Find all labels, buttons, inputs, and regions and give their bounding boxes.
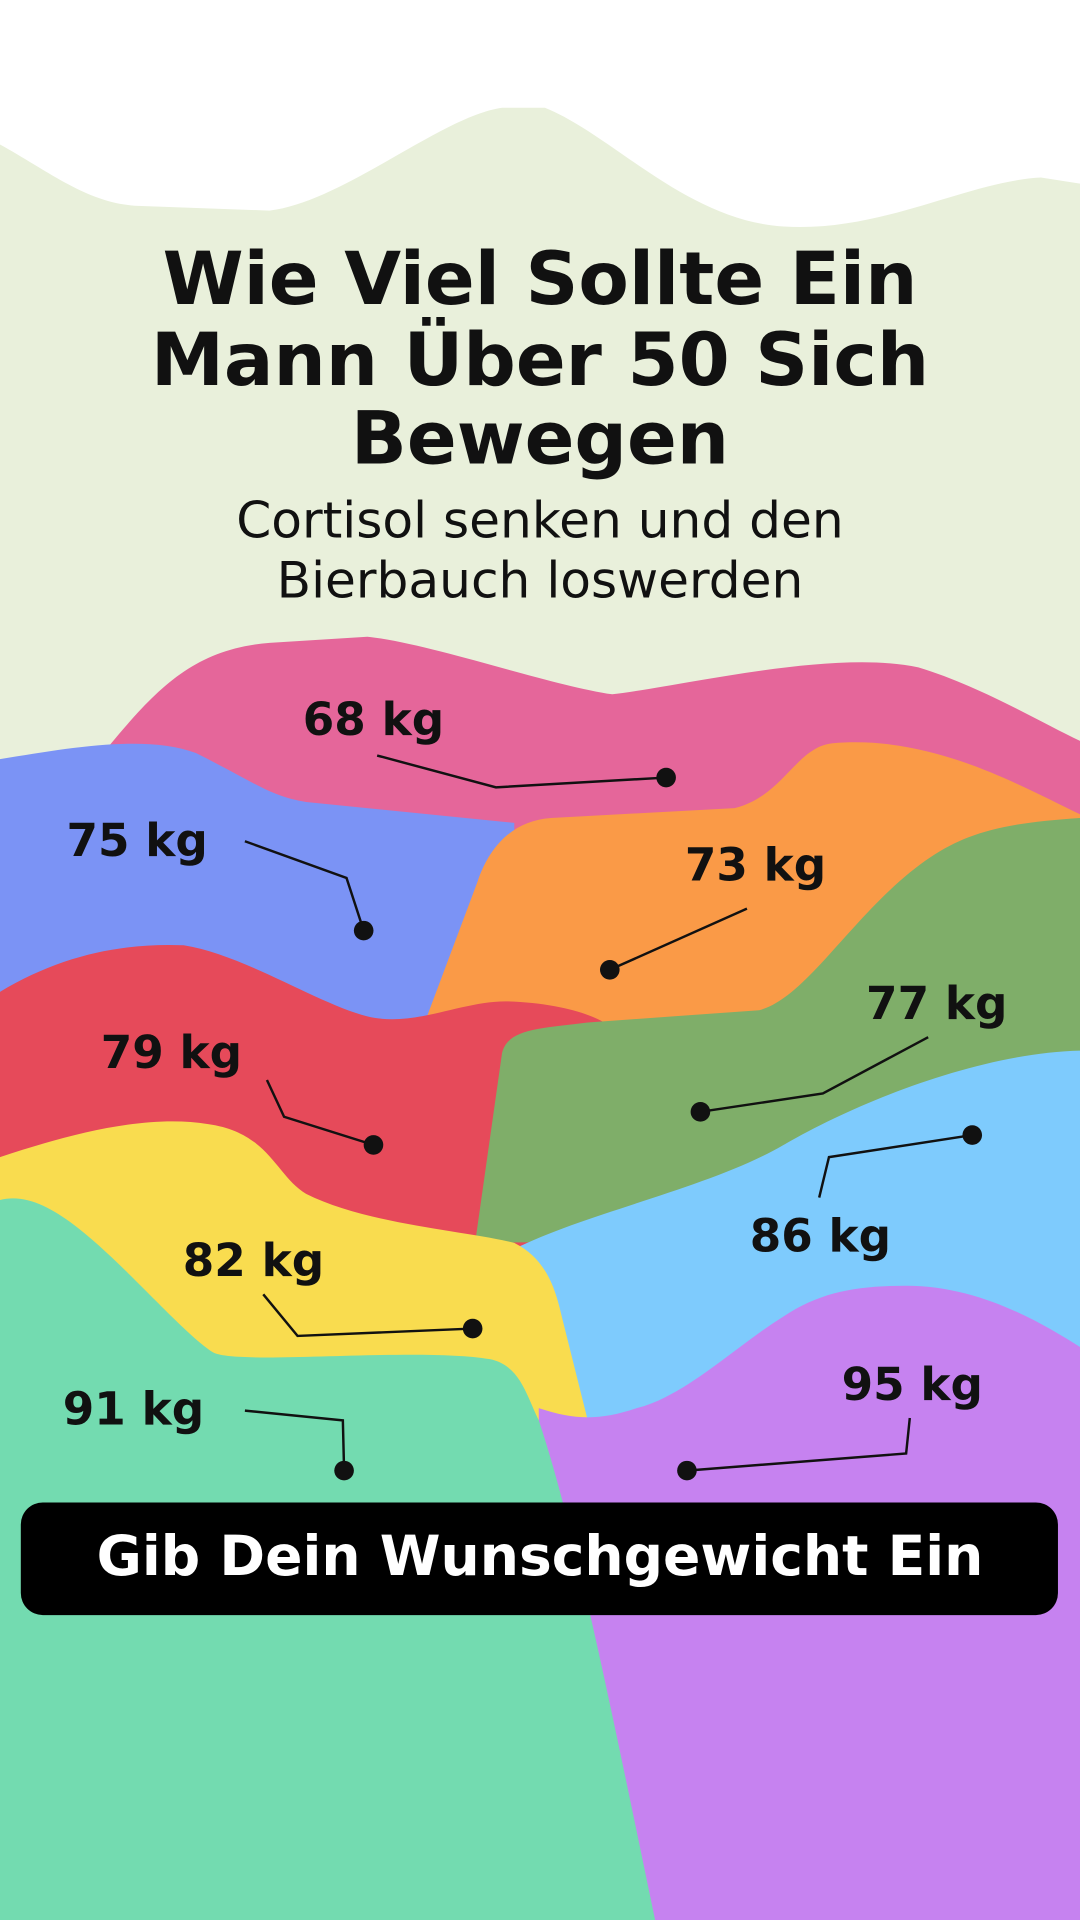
leader-dot [962,1125,983,1145]
background [0,107,1080,1920]
button-background[interactable] [20,1502,1058,1616]
weight-label[interactable]: 82 kg [183,1234,324,1287]
leader-dot [656,767,676,788]
leader-line [376,754,667,789]
title-line: Bewegen [351,396,729,481]
weight-labels: 68 kg 75 kg 73 kg 77 kg 79 kg 86 kg 82 k… [63,693,1008,1435]
button-label[interactable]: Gib Dein Wunschgewicht Ein [97,1524,984,1588]
weight-label[interactable]: 91 kg [63,1382,204,1435]
header: Wie Viel Sollte Ein Mann Über 50 Sich Be… [151,237,929,609]
title-line: Mann Über 50 Sich [151,317,929,403]
leader-line [265,1079,374,1147]
weight-label[interactable]: 95 kg [842,1358,983,1411]
weight-label[interactable]: 86 kg [750,1210,891,1263]
weight-label[interactable]: 79 kg [101,1026,242,1079]
leader-line [686,1417,912,1472]
weight-label[interactable]: 73 kg [685,839,826,892]
leader-dot [690,1102,711,1122]
leader-line [700,1036,929,1114]
leaders [244,754,983,1481]
leader-line [609,907,748,971]
weight-label[interactable]: 68 kg [303,693,444,746]
weight-label[interactable]: 75 kg [66,814,207,867]
leader-line [244,840,365,931]
leader-dot [462,1318,483,1339]
leader-dot [353,920,374,941]
subtitle-line: Bierbauch loswerden [277,551,804,610]
leader-dot [600,960,620,980]
subtitle-line: Cortisol senken und den [236,491,843,550]
leader-dot [363,1135,384,1155]
title-line: Wie Viel Sollte Ein [163,237,918,322]
leader-dot [677,1460,697,1481]
leader-line [817,1133,973,1198]
cta-button[interactable]: Gib Dein Wunschgewicht Ein [20,1502,1058,1616]
leader-line [244,1409,346,1471]
leader-line [262,1293,473,1338]
weight-label[interactable]: 77 kg [866,977,1007,1030]
leader-dot [334,1460,354,1481]
